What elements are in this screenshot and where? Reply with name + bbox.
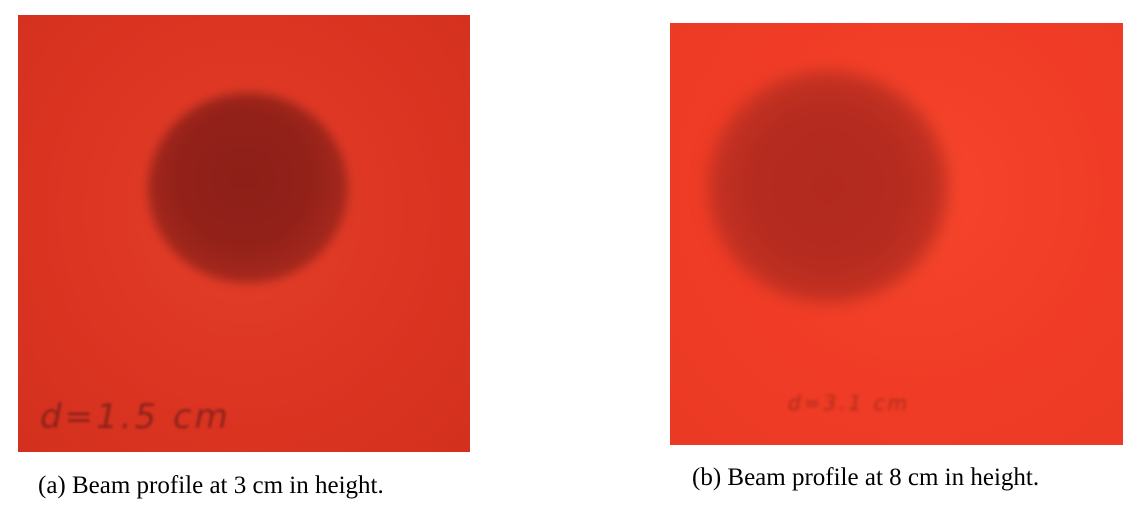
handwritten-note-b: d=3.1 cm xyxy=(788,391,911,415)
handwritten-note-a: d=1.5 cm xyxy=(40,397,231,437)
caption-b: (b) Beam profile at 8 cm in height. xyxy=(692,464,1040,491)
beam-spot-b xyxy=(708,71,948,303)
caption-a: (a) Beam profile at 3 cm in height. xyxy=(38,472,384,499)
beam-spot-a xyxy=(148,93,348,283)
beam-profile-photo-a: d=1.5 cm xyxy=(18,15,470,452)
beam-profile-photo-b: d=3.1 cm xyxy=(670,23,1123,445)
